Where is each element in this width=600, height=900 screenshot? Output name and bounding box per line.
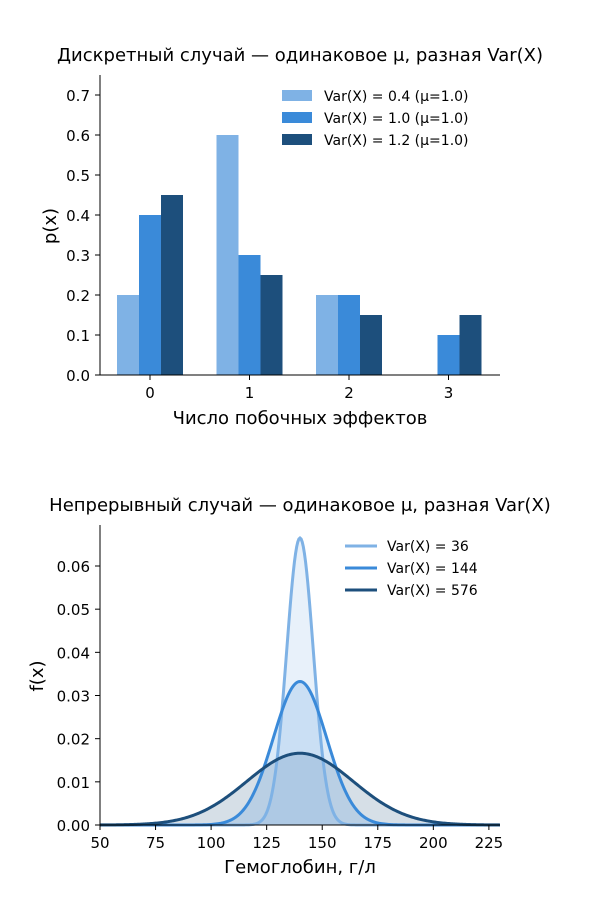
- legend-label: Var(X) = 1.2 (μ=1.0): [324, 133, 469, 149]
- discrete-chart: Дискретный случай — одинаковое μ, разная…: [40, 45, 543, 429]
- bar: [316, 295, 338, 375]
- chart-title: Непрерывный случай — одинаковое μ, разна…: [49, 495, 551, 516]
- y-tick-label: 0.0: [66, 367, 90, 385]
- axes: 0.0 0.1 0.2 0.3 0.4 0.5 0.6 0.7 0 1 2 3: [66, 75, 500, 402]
- legend: Var(X) = 36 Var(X) = 144 Var(X) = 576: [345, 539, 478, 599]
- legend: Var(X) = 0.4 (μ=1.0) Var(X) = 1.0 (μ=1.0)…: [282, 89, 469, 149]
- x-tick-label: 2: [344, 384, 354, 402]
- x-tick-label: 1: [245, 384, 255, 402]
- bar: [360, 315, 382, 375]
- bar: [161, 195, 183, 375]
- density-line: [99, 751, 501, 827]
- x-tick-label: 175: [363, 834, 392, 852]
- legend-swatch: [282, 112, 312, 123]
- y-tick-label: 0.01: [57, 774, 90, 792]
- chart-title: Дискретный случай — одинаковое μ, разная…: [57, 45, 543, 66]
- y-tick-label: 0.06: [57, 558, 90, 576]
- y-tick-label: 0.5: [66, 167, 90, 185]
- bar: [117, 295, 139, 375]
- bar: [437, 335, 460, 375]
- legend-label: Var(X) = 0.4 (μ=1.0): [324, 89, 469, 105]
- x-tick-label: 50: [90, 834, 109, 852]
- x-axis-label: Число побочных эффектов: [173, 408, 428, 429]
- x-tick-label: 75: [146, 834, 165, 852]
- density-fill: [100, 753, 500, 825]
- legend-label: Var(X) = 576: [387, 583, 478, 599]
- y-tick-label: 0.00: [57, 817, 90, 835]
- bar-group: [117, 135, 482, 375]
- y-tick-label: 0.04: [57, 644, 90, 662]
- x-tick-label: 3: [444, 384, 454, 402]
- legend-label: Var(X) = 36: [387, 539, 469, 555]
- y-tick-label: 0.3: [66, 247, 90, 265]
- legend-swatch: [282, 134, 312, 145]
- x-tick-label: 100: [197, 834, 226, 852]
- x-tick-label: 225: [475, 834, 504, 852]
- x-axis-label: Гемоглобин, г/л: [224, 857, 376, 878]
- y-tick-label: 0.05: [57, 601, 90, 619]
- bar: [216, 135, 239, 375]
- y-tick-label: 0.7: [66, 87, 90, 105]
- x-tick-label: 200: [419, 834, 448, 852]
- curve-group: [99, 535, 501, 827]
- y-axis-label: f(x): [27, 660, 48, 691]
- x-tick-label: 0: [145, 384, 155, 402]
- legend-swatch: [282, 90, 312, 101]
- y-axis-label: p(x): [40, 208, 61, 244]
- y-tick-label: 0.02: [57, 731, 90, 749]
- bar: [459, 315, 482, 375]
- y-tick-label: 0.6: [66, 127, 90, 145]
- legend-label: Var(X) = 1.0 (μ=1.0): [324, 111, 469, 127]
- x-tick-label: 125: [252, 834, 281, 852]
- y-tick-label: 0.03: [57, 688, 90, 706]
- y-tick-label: 0.1: [66, 327, 90, 345]
- bar: [338, 295, 360, 375]
- x-tick-label: 150: [308, 834, 337, 852]
- y-tick-label: 0.4: [66, 207, 90, 225]
- bar: [238, 255, 261, 375]
- axes: 0.00 0.01 0.02 0.03 0.04 0.05 0.06 50 75 100 125 15…: [57, 525, 504, 852]
- y-tick-label: 0.2: [66, 287, 90, 305]
- continuous-chart: Непрерывный случай — одинаковое μ, разна…: [27, 495, 551, 878]
- legend-label: Var(X) = 144: [387, 561, 478, 577]
- bar: [139, 215, 161, 375]
- bar: [260, 275, 283, 375]
